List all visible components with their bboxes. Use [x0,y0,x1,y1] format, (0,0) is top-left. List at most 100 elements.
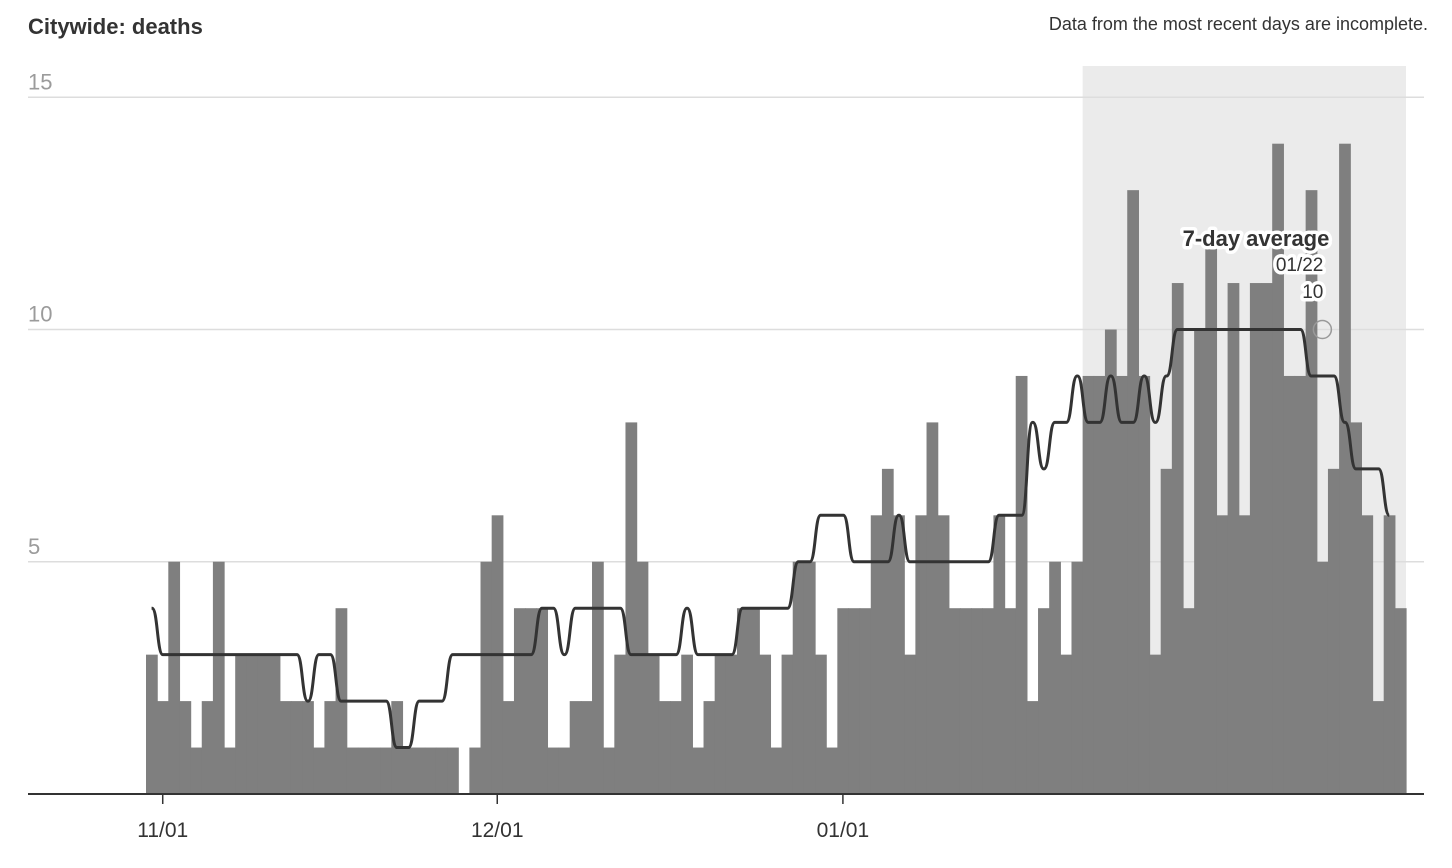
bar [1227,283,1240,794]
bar [201,701,214,794]
y-tick-label: 15 [28,69,52,94]
bar [971,608,983,794]
bar [703,701,716,794]
bar [792,561,805,794]
bar [1305,190,1318,794]
annotation-title: 7-day average [1183,226,1330,251]
bar [603,747,615,794]
bar [859,608,872,794]
bar [224,747,236,794]
bar [1182,608,1195,794]
bar [982,608,995,794]
bar [1372,701,1385,794]
bar [748,608,760,794]
bar [235,654,247,794]
bar [558,747,571,794]
bar [1127,190,1139,794]
bar [1394,608,1407,794]
seven-day-average-path [150,328,1391,750]
bar [547,747,560,794]
bar [1294,375,1307,794]
bar [1071,561,1084,794]
bar [1238,515,1251,794]
bar [1327,468,1340,794]
bar [536,608,549,794]
bar [1194,329,1206,794]
bar [469,747,482,794]
bar [681,654,693,794]
bar [1383,515,1396,794]
bar [1093,375,1106,794]
incomplete-data-note: Data from the most recent days are incom… [1048,14,1428,34]
bar [268,654,281,794]
y-axis-ticks: 5 10 15 [28,69,52,559]
y-tick-label: 10 [28,302,52,327]
bar [625,422,638,794]
bar [926,422,939,794]
bar [302,701,314,794]
bar [525,608,537,794]
annotation-date: 01/22 [1276,255,1324,276]
bar [770,747,783,794]
bar [714,654,727,794]
bar [290,701,303,794]
bar [993,515,1006,794]
bar [692,747,705,794]
bar [959,608,972,794]
bar [1339,143,1351,794]
x-axis: 11/01 12/01 01/01 [28,793,1424,842]
bar [1350,422,1362,794]
bar [1104,329,1117,794]
bar [815,654,827,794]
hover-point-marker [1312,319,1333,340]
bar [881,468,894,794]
bar [1049,561,1061,794]
bar [146,654,158,794]
bar [369,747,381,794]
bar [1283,375,1296,794]
bar [179,701,192,794]
bar [1004,608,1017,794]
bar [893,515,905,794]
x-tick-label: 12/01 [471,819,524,842]
bar [1361,515,1374,794]
bar [246,654,259,794]
bar [168,561,181,794]
bar [1015,375,1028,794]
x-tick-label: 01/01 [817,819,870,842]
seven-day-average-line [150,328,1391,750]
bar [1026,701,1039,794]
bar [781,654,794,794]
x-tick-label: 11/01 [137,819,188,842]
bar [569,701,582,794]
bar [1249,283,1262,794]
bar [915,515,928,794]
y-tick-label: 5 [28,534,40,559]
bar [1060,654,1073,794]
bar [1261,283,1273,794]
bar [435,747,448,794]
bar [1160,468,1173,794]
bar [1149,654,1162,794]
bar [513,608,526,794]
bar [480,561,493,794]
bar [725,654,738,794]
bar [502,701,515,794]
bar [402,747,415,794]
bar [870,515,883,794]
bar [1138,375,1151,794]
bar [848,608,861,794]
bar [257,654,270,794]
bar [759,654,772,794]
bar [826,747,838,794]
bar [580,701,593,794]
bar [670,701,682,794]
bar [904,654,916,794]
bar [647,654,660,794]
bar [1272,143,1284,794]
bar [1216,515,1229,794]
annotation-value: 10 [1302,282,1323,303]
daily-deaths-bars [146,143,1407,795]
bar [636,561,649,794]
